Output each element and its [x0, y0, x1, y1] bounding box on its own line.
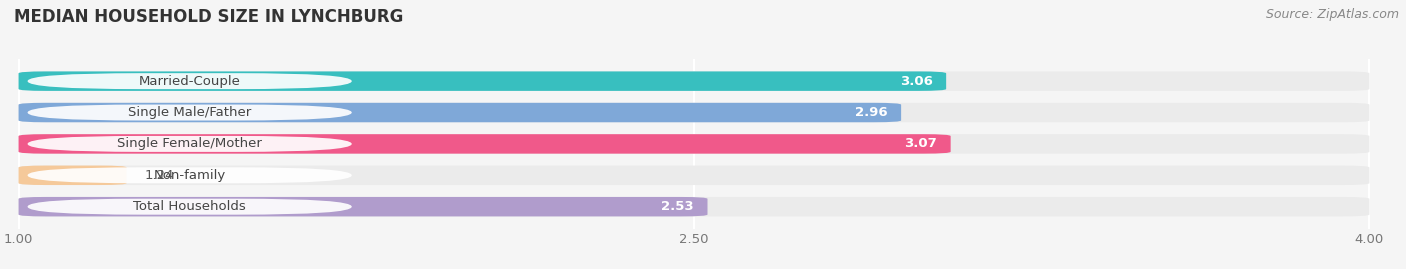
Text: 2.96: 2.96 — [855, 106, 887, 119]
FancyBboxPatch shape — [18, 166, 1369, 185]
Text: 2.53: 2.53 — [661, 200, 695, 213]
FancyBboxPatch shape — [18, 72, 1369, 91]
Text: 1.24: 1.24 — [145, 169, 174, 182]
FancyBboxPatch shape — [18, 134, 950, 154]
Text: 3.07: 3.07 — [904, 137, 938, 150]
Text: MEDIAN HOUSEHOLD SIZE IN LYNCHBURG: MEDIAN HOUSEHOLD SIZE IN LYNCHBURG — [14, 8, 404, 26]
Text: Single Female/Mother: Single Female/Mother — [117, 137, 262, 150]
FancyBboxPatch shape — [28, 199, 352, 215]
FancyBboxPatch shape — [18, 72, 946, 91]
Text: Single Male/Father: Single Male/Father — [128, 106, 252, 119]
Text: Source: ZipAtlas.com: Source: ZipAtlas.com — [1265, 8, 1399, 21]
FancyBboxPatch shape — [28, 136, 352, 152]
FancyBboxPatch shape — [18, 197, 1369, 216]
FancyBboxPatch shape — [18, 166, 127, 185]
FancyBboxPatch shape — [18, 197, 707, 216]
FancyBboxPatch shape — [28, 105, 352, 121]
FancyBboxPatch shape — [18, 103, 1369, 122]
Text: Married-Couple: Married-Couple — [139, 75, 240, 88]
FancyBboxPatch shape — [18, 103, 901, 122]
FancyBboxPatch shape — [28, 73, 352, 89]
Text: 3.06: 3.06 — [900, 75, 932, 88]
FancyBboxPatch shape — [28, 167, 352, 183]
Text: Total Households: Total Households — [134, 200, 246, 213]
Text: Non-family: Non-family — [153, 169, 226, 182]
FancyBboxPatch shape — [18, 134, 1369, 154]
